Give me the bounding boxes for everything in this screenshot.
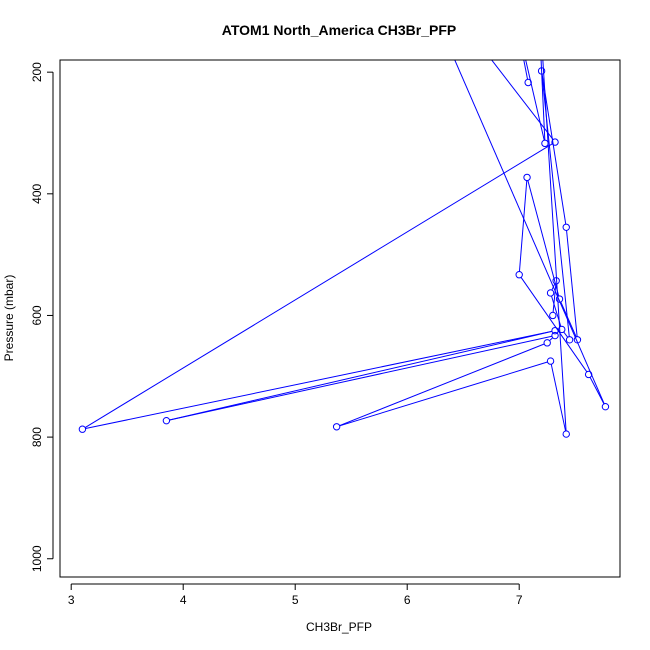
series-line-segment <box>523 60 529 80</box>
data-point <box>584 370 593 379</box>
y-tick-label: 200 <box>30 62 44 82</box>
data-point <box>524 78 532 87</box>
x-axis-label: CH3Br_PFP <box>306 620 372 634</box>
data-point <box>552 277 560 285</box>
data-point <box>78 425 87 433</box>
data-point <box>546 357 555 365</box>
data-point <box>546 289 555 297</box>
data-point <box>515 271 523 279</box>
x-tick-label: 6 <box>404 593 411 607</box>
series-line-segment <box>491 60 554 140</box>
series-line-segment <box>84 143 553 428</box>
series-line-segment <box>550 364 567 432</box>
series-line-segment <box>541 74 570 337</box>
y-axis-label: Pressure (mbar) <box>2 275 16 362</box>
y-tick-label: 600 <box>30 305 44 325</box>
series-line-segment <box>540 60 546 141</box>
data-point <box>537 67 546 75</box>
series-line-segment <box>525 60 545 141</box>
data-point <box>573 336 582 344</box>
data-point <box>565 336 574 344</box>
series-line-segment <box>339 361 548 427</box>
series-line-segment <box>560 301 577 338</box>
axes-layer: 3 4 5 6 7 200 400 600 800 1000 <box>30 62 523 607</box>
series-line-segment <box>85 330 553 430</box>
series-line-segment <box>566 230 578 337</box>
series-line-segment <box>551 295 562 327</box>
series-line-segment <box>563 331 569 338</box>
data-point <box>551 326 559 335</box>
data-point <box>558 325 566 334</box>
series-line-segment <box>541 74 567 225</box>
data-point <box>332 423 341 431</box>
x-tick-label: 4 <box>180 593 187 607</box>
series-line-segment <box>454 60 605 404</box>
series-line-segment <box>542 60 567 431</box>
series-line-segment <box>169 330 553 421</box>
data-point <box>549 311 557 320</box>
plot-frame <box>59 59 621 578</box>
x-tick-label: 3 <box>68 593 75 607</box>
series-line-segment <box>520 277 588 373</box>
y-tick-label: 400 <box>30 183 44 203</box>
data-point <box>523 173 531 182</box>
data-point <box>541 139 549 148</box>
series-line-segment <box>549 337 554 342</box>
data-point <box>601 402 610 411</box>
data-point <box>551 331 559 340</box>
series-line-segment <box>169 335 553 421</box>
data-point <box>562 430 570 438</box>
series-line-segment <box>551 283 556 291</box>
x-tick-label: 5 <box>292 593 299 607</box>
series-group <box>78 60 610 438</box>
data-point <box>551 138 559 146</box>
x-tick-label: 7 <box>516 593 523 607</box>
data-point <box>555 295 564 303</box>
y-tick-label: 1000 <box>30 545 44 572</box>
data-point <box>543 339 551 347</box>
data-point <box>562 223 570 231</box>
series-line-segment <box>552 283 557 313</box>
series-line-segment <box>339 343 545 427</box>
chart-title: ATOM1 North_America CH3Br_PFP <box>222 22 456 38</box>
series-layer <box>78 60 610 438</box>
series-line-segment <box>527 180 560 297</box>
series-line-segment <box>518 180 528 272</box>
y-tick-label: 800 <box>30 427 44 447</box>
series-line-segment <box>589 377 605 405</box>
data-point <box>162 416 171 425</box>
